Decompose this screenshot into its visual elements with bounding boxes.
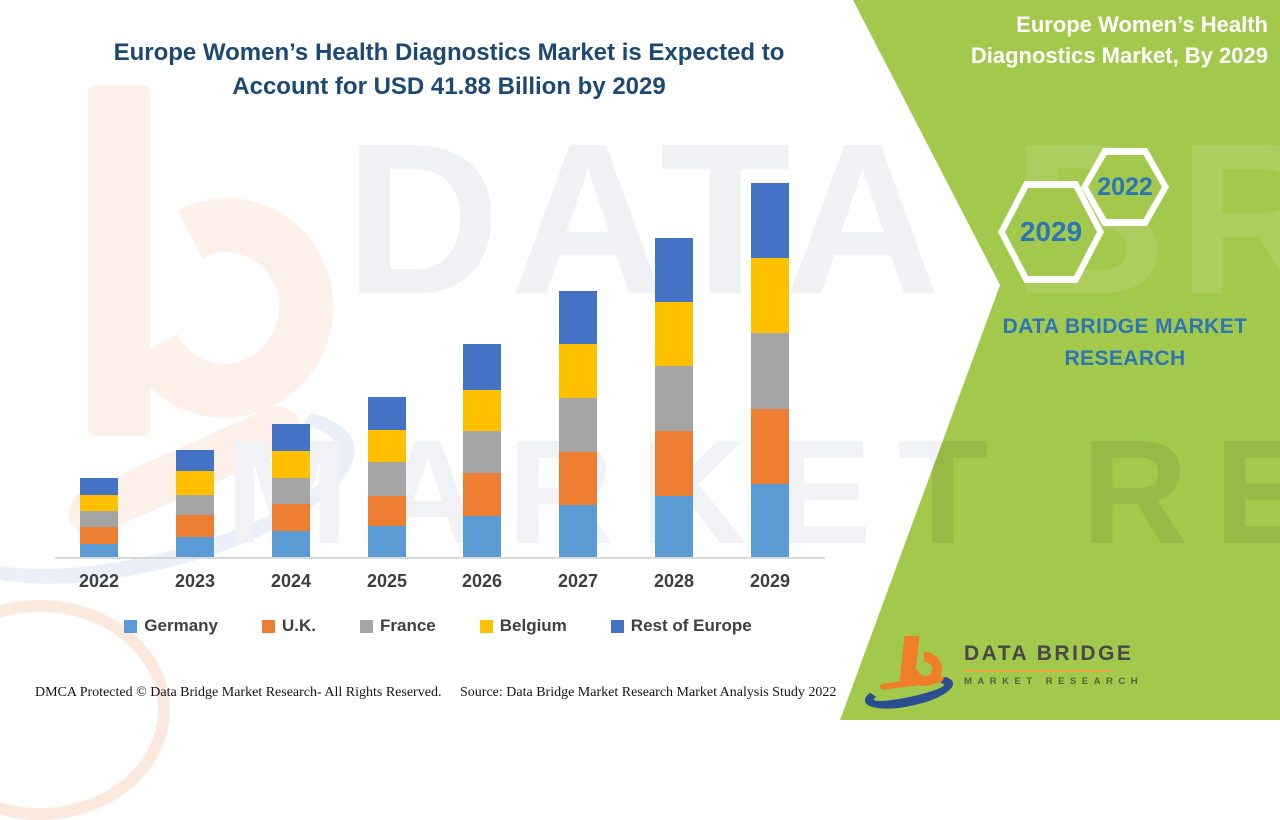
- bar-segment-belgium-2026: [463, 390, 501, 431]
- legend-item-germany: Germany: [124, 616, 218, 636]
- company-logo: DATA BRIDGE MARKET RESEARCH: [862, 632, 1144, 716]
- bar-segment-u-k--2024: [272, 503, 310, 532]
- side-panel-title: Europe Women’s Health Diagnostics Market…: [970, 12, 1268, 68]
- bar-segment-germany-2027: [559, 505, 597, 558]
- bar-segment-france-2026: [463, 430, 501, 473]
- x-axis-label-2029: 2029: [749, 571, 791, 591]
- page-title: Europe Women’s Health Diagnostics Market…: [113, 39, 785, 101]
- bar-segment-belgium-2025: [368, 429, 406, 463]
- bar-segment-rest-of-europe-2027: [559, 290, 597, 345]
- bar-segment-belgium-2028: [655, 302, 693, 367]
- legend-label-uk: U.K.: [281, 616, 316, 635]
- bar-segment-u-k--2029: [751, 409, 789, 485]
- x-axis-label-2026: 2026: [461, 571, 503, 591]
- legend-item-france: France: [359, 616, 436, 636]
- bar-segment-rest-of-europe-2025: [368, 396, 406, 430]
- legend-item-belgium: Belgium: [479, 616, 567, 636]
- bar-segment-germany-2023: [176, 537, 214, 558]
- company-logo-icon: [862, 634, 958, 716]
- legend-label-belgium: Belgium: [499, 616, 567, 635]
- bar-segment-france-2025: [368, 462, 406, 497]
- bar-segment-belgium-2029: [751, 258, 789, 334]
- footer-dmca-text: DMCA Protected © Data Bridge Market Rese…: [35, 685, 442, 700]
- hexagon-badge-2029-label: 2029: [1005, 188, 1097, 276]
- bar-segment-france-2024: [272, 477, 310, 504]
- bar-2022: [80, 478, 118, 558]
- x-axis-label-2022: 2022: [78, 571, 120, 591]
- bar-segment-u-k--2028: [655, 430, 693, 496]
- company-logo-name: DATA BRIDGE: [964, 642, 1134, 665]
- plot-area: [55, 0, 821, 559]
- bar-segment-u-k--2023: [176, 514, 214, 538]
- bar-segment-u-k--2022: [80, 526, 118, 544]
- bar-segment-rest-of-europe-2023: [176, 450, 214, 472]
- bar-segment-france-2022: [80, 510, 118, 527]
- legend-marker-belgium: [479, 619, 493, 633]
- bar-segment-belgium-2022: [80, 494, 118, 511]
- bar-segment-rest-of-europe-2024: [272, 423, 310, 452]
- watermark-logo-stem: [88, 86, 150, 436]
- bar-segment-germany-2025: [368, 525, 406, 558]
- legend-marker-rest-of-europe: [610, 619, 624, 633]
- bar-2025: [368, 396, 406, 558]
- bar-segment-france-2028: [655, 366, 693, 431]
- x-axis-label-2023: 2023: [174, 571, 216, 591]
- hexagon-badge-2022-label: 2022: [1088, 155, 1162, 219]
- x-axis-label-2025: 2025: [366, 571, 408, 591]
- company-logo-rule: [964, 670, 1112, 672]
- x-axis-label-2028: 2028: [653, 571, 695, 591]
- legend-label-france: France: [379, 616, 436, 635]
- bar-segment-u-k--2025: [368, 496, 406, 526]
- legend-item-rest-of-europe: Rest of Europe: [610, 616, 752, 636]
- bar-segment-germany-2024: [272, 531, 310, 558]
- bar-segment-belgium-2023: [176, 471, 214, 495]
- bar-segment-rest-of-europe-2026: [463, 344, 501, 391]
- legend-marker-germany: [124, 619, 138, 633]
- legend-label-germany: Germany: [144, 616, 218, 635]
- bar-segment-france-2029: [751, 333, 789, 410]
- bar-segment-u-k--2026: [463, 472, 501, 516]
- bar-2028: [655, 237, 693, 558]
- company-logo-subtitle: MARKET RESEARCH: [964, 676, 1144, 687]
- bar-2027: [559, 290, 597, 558]
- bar-segment-u-k--2027: [559, 451, 597, 506]
- brand-text-line2: RESEARCH: [1064, 346, 1186, 370]
- legend-marker-france: [359, 619, 373, 633]
- bar-segment-france-2023: [176, 494, 214, 515]
- bar-segment-rest-of-europe-2029: [751, 183, 789, 259]
- bar-2029: [751, 183, 789, 558]
- bar-segment-rest-of-europe-2022: [80, 478, 118, 495]
- bar-segment-germany-2026: [463, 515, 501, 558]
- footer-source-text: Source: Data Bridge Market Research Mark…: [460, 685, 837, 700]
- hexagon-badge-2022: 2022: [1081, 148, 1169, 226]
- bar-2023: [176, 450, 214, 558]
- bar-segment-germany-2028: [655, 495, 693, 558]
- bar-2026: [463, 344, 501, 558]
- bar-2024: [272, 423, 310, 558]
- brand-text: DATA BRIDGE MARKET RESEARCH: [960, 311, 1280, 374]
- x-axis-label-2024: 2024: [270, 571, 312, 591]
- x-axis-label-2027: 2027: [557, 571, 599, 591]
- bar-segment-germany-2029: [751, 484, 789, 558]
- bar-segment-germany-2022: [80, 543, 118, 558]
- bar-segment-rest-of-europe-2028: [655, 237, 693, 303]
- brand-text-line1: DATA BRIDGE MARKET: [1002, 315, 1248, 338]
- x-axis-line: [55, 557, 825, 559]
- legend-label-rest-of-europe: Rest of Europe: [630, 616, 752, 635]
- legend-marker-uk: [261, 619, 275, 633]
- legend-item-uk: U.K.: [261, 616, 316, 636]
- company-logo-text: DATA BRIDGE MARKET RESEARCH: [964, 642, 1144, 687]
- bar-segment-belgium-2024: [272, 451, 310, 478]
- bar-segment-france-2027: [559, 397, 597, 452]
- legend: Germany U.K. France Belgium Rest of Euro…: [55, 616, 821, 636]
- bar-segment-belgium-2027: [559, 344, 597, 398]
